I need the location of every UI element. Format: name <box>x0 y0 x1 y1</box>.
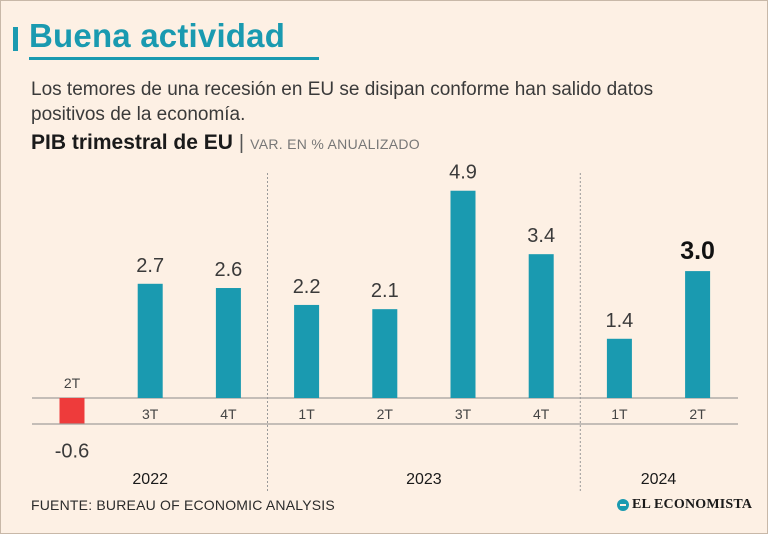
chart-header-separator: | <box>238 132 245 154</box>
page-title: Buena actividad <box>29 17 286 54</box>
bar <box>450 190 476 398</box>
title-underline <box>29 57 319 60</box>
data-label: 2.7 <box>136 255 164 277</box>
category-tick-label: 4T <box>220 406 237 422</box>
brand: EL ECONOMISTA <box>617 497 752 513</box>
subtitle: Los temores de una recesión en EU se dis… <box>31 79 654 125</box>
bar <box>606 338 632 398</box>
data-label: 3.4 <box>527 225 555 247</box>
data-label: 3.0 <box>680 237 715 265</box>
category-tick-label: 2T <box>377 406 394 422</box>
title-accent-bar <box>13 27 18 51</box>
source-note: FUENTE: BUREAU OF ECONOMIC ANALYSIS <box>31 497 335 513</box>
year-group-label: 2023 <box>406 471 442 488</box>
category-tick-label: 3T <box>142 406 159 422</box>
category-tick-label: 1T <box>611 406 628 422</box>
chart-unit: VAR. EN % ANUALIZADO <box>250 136 421 152</box>
bar <box>215 288 241 398</box>
brand-name: EL ECONOMISTA <box>632 497 753 512</box>
data-label: -0.6 <box>55 440 89 462</box>
bar <box>294 304 320 398</box>
chart-title: PIB trimestral de EU <box>31 131 233 154</box>
category-tick-label: 1T <box>298 406 315 422</box>
data-label: 4.9 <box>449 162 477 184</box>
data-label: 1.4 <box>605 310 633 332</box>
data-label: 2.1 <box>371 280 399 302</box>
chart-header: PIB trimestral de EU | VAR. EN % ANUALIZAD… <box>31 131 420 155</box>
category-tick-label: 2T <box>64 375 81 391</box>
data-label: 2.6 <box>214 259 242 281</box>
bar <box>528 254 554 398</box>
year-group-label: 2022 <box>132 471 168 488</box>
brand-logo-icon <box>617 499 629 511</box>
bar <box>137 283 163 398</box>
category-tick-label: 3T <box>455 406 472 422</box>
category-tick-label: 4T <box>533 406 550 422</box>
category-tick-label: 2T <box>689 406 706 422</box>
year-group-label: 2024 <box>641 471 677 488</box>
data-label: 2.2 <box>293 276 321 298</box>
bar <box>372 309 398 398</box>
bar <box>59 398 85 424</box>
bar <box>685 271 711 398</box>
